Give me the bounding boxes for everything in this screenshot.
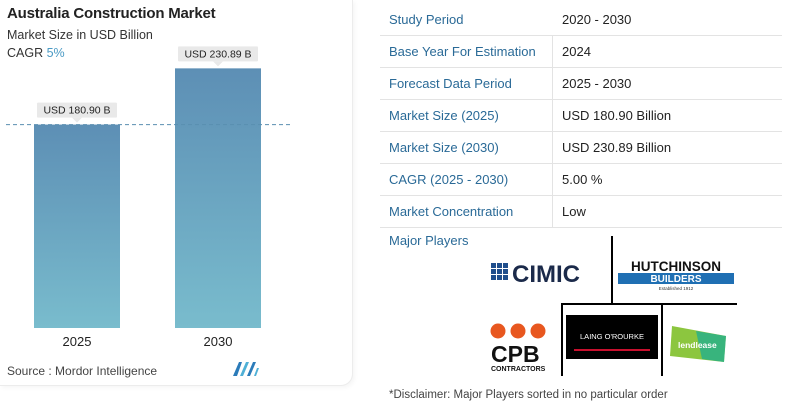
disclaimer-text: *Disclaimer: Major Players sorted in no … bbox=[389, 389, 668, 401]
cpb-contractors-logo-icon: CPB CONTRACTORS bbox=[490, 323, 546, 373]
row-value: USD 230.89 Billion bbox=[562, 140, 672, 155]
mordor-intelligence-logo-icon bbox=[233, 362, 259, 376]
cagr-line: CAGR 5% bbox=[7, 46, 65, 60]
lendlease-text: lendlease bbox=[678, 340, 717, 350]
major-players-logos: CIMIC HUTCHINSON BUILDERS Established 19… bbox=[480, 236, 738, 376]
category-label: 2030 bbox=[204, 334, 233, 349]
cagr-value: 5% bbox=[46, 46, 65, 60]
source-text: Source : Mordor Intelligence bbox=[7, 364, 158, 378]
row-label: Market Size (2030) bbox=[389, 140, 499, 155]
bar-value-label: USD 180.90 B bbox=[43, 105, 110, 117]
value-label-pointer bbox=[72, 117, 82, 123]
row-value: 2025 - 2030 bbox=[562, 76, 632, 91]
row-value: Low bbox=[562, 204, 586, 219]
table-row: Forecast Data Period 2025 - 2030 bbox=[380, 68, 782, 100]
market-summary-table: Study Period 2020 - 2030 Base Year For Es… bbox=[380, 4, 782, 228]
row-label: Study Period bbox=[389, 12, 464, 27]
chart-subtitle: Market Size in USD Billion bbox=[7, 28, 153, 42]
table-row: Market Concentration Low bbox=[380, 196, 782, 228]
bar-2025 bbox=[34, 124, 120, 328]
row-label: Forecast Data Period bbox=[389, 76, 512, 91]
bar-chart: USD 180.90 B 2025 USD 230.89 B 2030 bbox=[6, 46, 292, 349]
row-value: 2024 bbox=[562, 44, 591, 59]
row-value: 5.00 % bbox=[562, 172, 603, 187]
row-label: Market Size (2025) bbox=[389, 108, 499, 123]
bar-2030 bbox=[175, 68, 261, 328]
contractors-text: CONTRACTORS bbox=[491, 366, 546, 373]
row-label: CAGR (2025 - 2030) bbox=[389, 172, 509, 187]
table-row: CAGR (2025 - 2030) 5.00 % bbox=[380, 164, 782, 196]
value-label-box bbox=[37, 102, 117, 118]
row-label: Base Year For Estimation bbox=[389, 44, 536, 59]
cimic-text: CIMIC bbox=[512, 261, 580, 288]
lendlease-logo-icon: lendlease bbox=[670, 326, 726, 362]
laing-text: LAING O'ROURKE bbox=[580, 332, 644, 341]
hutchinson-text: HUTCHINSON bbox=[631, 259, 721, 274]
established-text: Established 1912 bbox=[659, 286, 694, 291]
chart-title: Australia Construction Market bbox=[7, 5, 216, 22]
cagr-label: CAGR bbox=[7, 46, 44, 60]
laing-orourke-logo-icon: LAING O'ROURKE bbox=[566, 315, 658, 359]
chart-card: Australia Construction Market Market Siz… bbox=[0, 0, 353, 386]
table-row: Base Year For Estimation 2024 bbox=[380, 36, 782, 68]
row-value: USD 180.90 Billion bbox=[562, 108, 672, 123]
hutchinson-builders-logo-icon: HUTCHINSON BUILDERS Established 1912 bbox=[618, 259, 734, 291]
row-value: 2020 - 2030 bbox=[562, 12, 632, 27]
table-row: Market Size (2025) USD 180.90 Billion bbox=[380, 100, 782, 132]
value-label-pointer bbox=[213, 61, 223, 67]
builders-text: BUILDERS bbox=[650, 274, 701, 285]
cpb-text: CPB bbox=[491, 341, 540, 367]
table-row: Study Period 2020 - 2030 bbox=[380, 4, 782, 36]
major-players-title: Major Players bbox=[389, 233, 469, 248]
value-label-box bbox=[178, 46, 258, 62]
category-label: 2025 bbox=[63, 334, 92, 349]
cimic-logo-icon: CIMIC bbox=[491, 261, 580, 288]
table-row: Market Size (2030) USD 230.89 Billion bbox=[380, 132, 782, 164]
row-label: Market Concentration bbox=[389, 204, 514, 219]
bar-value-label: USD 230.89 B bbox=[184, 48, 251, 60]
